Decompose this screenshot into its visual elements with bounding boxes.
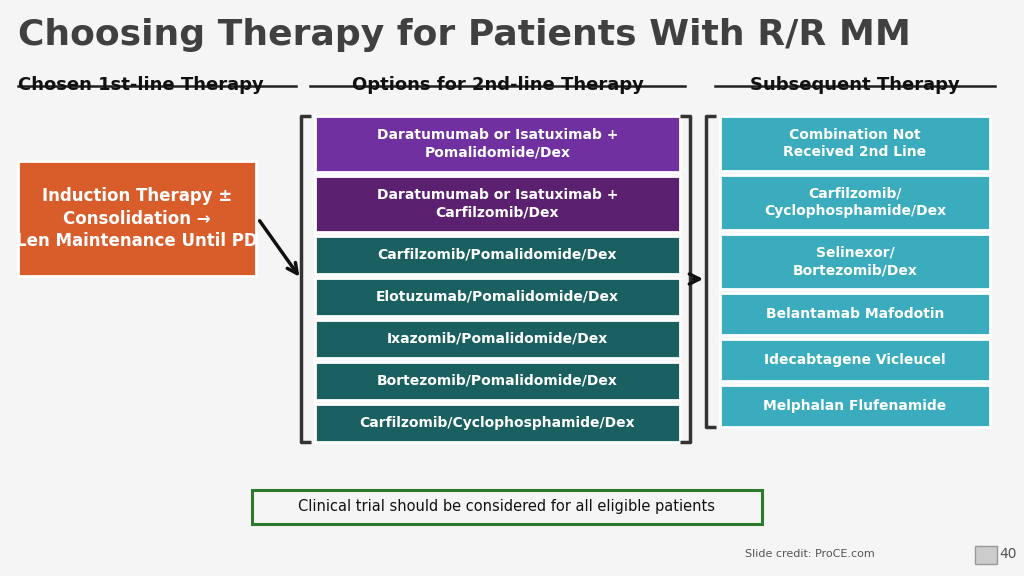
Text: Subsequent Therapy: Subsequent Therapy (751, 76, 959, 94)
Text: Daratumumab or Isatuximab +
Pomalidomide/Dex: Daratumumab or Isatuximab + Pomalidomide… (377, 128, 618, 160)
Text: Daratumumab or Isatuximab +
Carfilzomib/Dex: Daratumumab or Isatuximab + Carfilzomib/… (377, 188, 618, 219)
FancyBboxPatch shape (720, 116, 990, 171)
Text: 40: 40 (999, 547, 1017, 561)
FancyBboxPatch shape (315, 278, 680, 316)
FancyBboxPatch shape (315, 236, 680, 274)
FancyBboxPatch shape (315, 176, 680, 232)
Text: Carfilzomib/Pomalidomide/Dex: Carfilzomib/Pomalidomide/Dex (378, 248, 617, 262)
Text: Clinical trial should be considered for all eligible patients: Clinical trial should be considered for … (299, 499, 716, 514)
Text: Melphalan Flufenamide: Melphalan Flufenamide (763, 399, 946, 413)
FancyBboxPatch shape (720, 385, 990, 427)
Text: Choosing Therapy for Patients With R/R MM: Choosing Therapy for Patients With R/R M… (18, 18, 911, 52)
Text: Induction Therapy ±
Consolidation →
Len Maintenance Until PD: Induction Therapy ± Consolidation → Len … (16, 187, 258, 250)
Text: Selinexor/
Bortezomib/Dex: Selinexor/ Bortezomib/Dex (793, 246, 918, 277)
Text: Combination Not
Received 2nd Line: Combination Not Received 2nd Line (783, 128, 927, 159)
Text: Idecabtagene Vicleucel: Idecabtagene Vicleucel (764, 353, 946, 367)
FancyBboxPatch shape (720, 234, 990, 289)
Text: Options for 2nd-line Therapy: Options for 2nd-line Therapy (351, 76, 643, 94)
Text: Slide credit: ProCE.com: Slide credit: ProCE.com (745, 549, 874, 559)
FancyBboxPatch shape (252, 490, 762, 524)
FancyBboxPatch shape (315, 116, 680, 172)
Text: Bortezomib/Pomalidomide/Dex: Bortezomib/Pomalidomide/Dex (377, 374, 617, 388)
Text: Carfilzomib/Cyclophosphamide/Dex: Carfilzomib/Cyclophosphamide/Dex (359, 416, 635, 430)
Text: Elotuzumab/Pomalidomide/Dex: Elotuzumab/Pomalidomide/Dex (376, 290, 618, 304)
FancyBboxPatch shape (315, 404, 680, 442)
Text: Chosen 1st-line Therapy: Chosen 1st-line Therapy (18, 76, 264, 94)
Text: Belantamab Mafodotin: Belantamab Mafodotin (766, 307, 944, 321)
FancyBboxPatch shape (315, 320, 680, 358)
Text: Carfilzomib/
Cyclophosphamide/Dex: Carfilzomib/ Cyclophosphamide/Dex (764, 187, 946, 218)
FancyBboxPatch shape (720, 293, 990, 335)
FancyBboxPatch shape (975, 546, 997, 564)
FancyBboxPatch shape (315, 362, 680, 400)
FancyBboxPatch shape (720, 175, 990, 230)
FancyBboxPatch shape (18, 161, 256, 276)
Text: Ixazomib/Pomalidomide/Dex: Ixazomib/Pomalidomide/Dex (387, 332, 608, 346)
FancyBboxPatch shape (720, 339, 990, 381)
